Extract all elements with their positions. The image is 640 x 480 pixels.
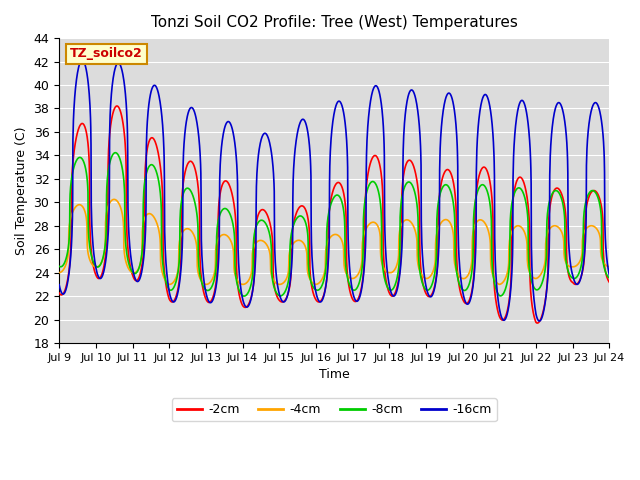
Y-axis label: Soil Temperature (C): Soil Temperature (C) [15,126,28,255]
Title: Tonzi Soil CO2 Profile: Tree (West) Temperatures: Tonzi Soil CO2 Profile: Tree (West) Temp… [151,15,518,30]
Legend: -2cm, -4cm, -8cm, -16cm: -2cm, -4cm, -8cm, -16cm [172,398,497,421]
X-axis label: Time: Time [319,368,349,381]
Text: TZ_soilco2: TZ_soilco2 [70,47,143,60]
